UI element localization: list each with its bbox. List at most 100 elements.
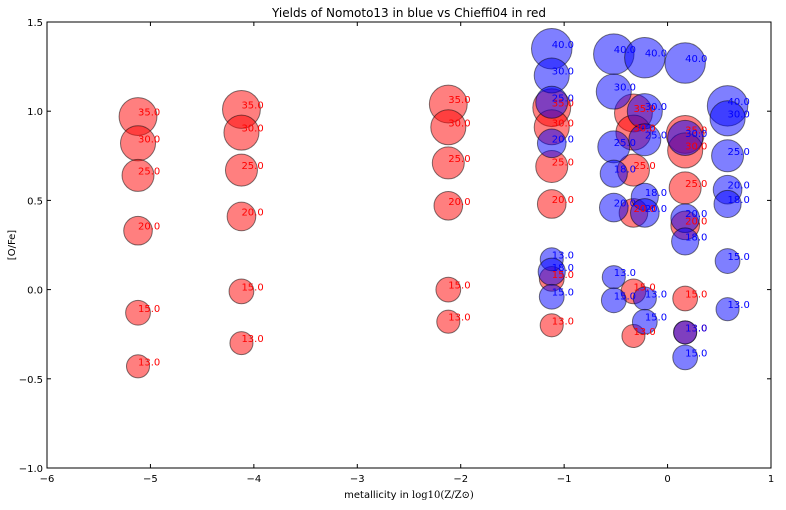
red-point-label: 30.0 bbox=[633, 124, 655, 135]
red-point-label: 25.0 bbox=[138, 166, 160, 177]
blue-point-label: 15.0 bbox=[685, 348, 707, 359]
red-point-label: 13.0 bbox=[138, 357, 160, 368]
blue-point bbox=[599, 159, 628, 188]
blue-point bbox=[624, 36, 666, 79]
y-tick-label: −1.0 bbox=[19, 464, 43, 475]
red-point-label: 20.0 bbox=[138, 222, 160, 233]
red-point-label: 15.0 bbox=[685, 290, 707, 301]
red-point-label: 13.0 bbox=[633, 327, 655, 338]
blue-point bbox=[535, 85, 569, 119]
blue-point-label: 13.0 bbox=[614, 268, 636, 279]
red-point-label: 25.0 bbox=[552, 158, 574, 169]
blue-point bbox=[714, 248, 741, 274]
blue-point-label: 15.0 bbox=[552, 288, 574, 299]
blue-point-label: 40.0 bbox=[552, 40, 574, 51]
y-axis-label: [O/Fe] bbox=[7, 230, 18, 260]
blue-point bbox=[630, 198, 660, 228]
blue-point-label: 20.0 bbox=[645, 204, 667, 215]
red-point bbox=[229, 331, 254, 356]
blue-point-label: 30.0 bbox=[645, 102, 667, 113]
blue-point bbox=[673, 320, 698, 345]
blue-point bbox=[664, 42, 706, 84]
red-point bbox=[125, 354, 151, 379]
red-point-label: 25.0 bbox=[633, 161, 655, 172]
red-point-label: 25.0 bbox=[685, 179, 707, 190]
y-tick-label: 0.0 bbox=[27, 286, 43, 297]
red-point-label: 35.0 bbox=[241, 100, 263, 111]
y-tick-label: 1.0 bbox=[27, 107, 43, 118]
red-point bbox=[536, 189, 567, 219]
x-tick-label: 0 bbox=[664, 474, 670, 485]
red-point-label: 13.0 bbox=[448, 313, 470, 324]
blue-point-label: 18.0 bbox=[552, 263, 574, 274]
red-point-label: 13.0 bbox=[685, 323, 707, 334]
blue-point bbox=[598, 192, 629, 223]
blue-point-label: 40.0 bbox=[645, 49, 667, 60]
red-point bbox=[431, 146, 465, 180]
blue-point bbox=[671, 227, 700, 256]
red-point-label: 13.0 bbox=[552, 316, 574, 327]
red-point bbox=[539, 313, 564, 338]
red-point-label: 25.0 bbox=[241, 161, 263, 172]
red-point bbox=[123, 215, 153, 246]
x-axis-label: metallicity in log10(Z/Z⊙) bbox=[344, 490, 474, 501]
blue-point-label: 30.0 bbox=[728, 109, 750, 120]
blue-point-label: 15.0 bbox=[728, 252, 750, 263]
blue-point-label: 30.0 bbox=[614, 83, 636, 94]
blue-point-label: 20.0 bbox=[614, 199, 636, 210]
x-tick-label: −2 bbox=[453, 474, 468, 485]
blue-point-label: 30.0 bbox=[685, 129, 707, 140]
red-point-label: 20.0 bbox=[685, 216, 707, 227]
red-point-label: 25.0 bbox=[448, 154, 470, 165]
red-point-label: 30.0 bbox=[138, 134, 160, 145]
blue-point-label: 40.0 bbox=[614, 45, 636, 56]
blue-point bbox=[713, 189, 742, 219]
blue-point-label: 20.0 bbox=[552, 134, 574, 145]
red-point-label: 15.0 bbox=[138, 304, 160, 315]
blue-point bbox=[600, 287, 627, 314]
points-layer: 35.030.025.020.015.013.035.030.025.020.0… bbox=[118, 28, 750, 379]
blue-point-label: 15.0 bbox=[614, 291, 636, 302]
red-point-label: 35.0 bbox=[138, 108, 160, 119]
red-point bbox=[125, 299, 151, 326]
blue-point-label: 20.0 bbox=[728, 181, 750, 192]
red-point-label: 13.0 bbox=[241, 334, 263, 345]
plot-frame bbox=[46, 21, 772, 469]
x-tick-label: −5 bbox=[143, 474, 158, 485]
blue-point-label: 40.0 bbox=[685, 54, 707, 65]
red-point-label: 20.0 bbox=[633, 204, 655, 215]
red-point-label: 15.0 bbox=[633, 282, 655, 293]
red-point-label: 30.0 bbox=[448, 118, 470, 129]
red-point bbox=[121, 158, 155, 192]
red-point bbox=[223, 114, 260, 151]
blue-point-label: 18.0 bbox=[685, 232, 707, 243]
red-point-label: 15.0 bbox=[448, 281, 470, 292]
red-point-label: 30.0 bbox=[685, 141, 707, 152]
blue-point bbox=[709, 100, 746, 137]
blue-point bbox=[595, 73, 632, 110]
red-point bbox=[430, 109, 467, 146]
blue-point-label: 18.0 bbox=[645, 188, 667, 199]
x-axis-label-math: log10(Z/Z⊙) bbox=[412, 490, 474, 501]
chart-title: Yields of Nomoto13 in blue vs Chieffi04 … bbox=[271, 6, 546, 20]
red-point bbox=[224, 153, 258, 187]
x-tick-label: −3 bbox=[350, 474, 365, 485]
blue-point-label: 40.0 bbox=[728, 97, 750, 108]
y-tick-label: 0.5 bbox=[27, 196, 43, 207]
blue-point-label: 13.0 bbox=[645, 290, 667, 301]
x-axis-label-prefix: metallicity in bbox=[344, 490, 412, 501]
blue-point-label: 15.0 bbox=[645, 313, 667, 324]
y-tick-label: −0.5 bbox=[19, 375, 43, 386]
blue-point-label: 20.0 bbox=[685, 209, 707, 220]
blue-point bbox=[667, 119, 704, 156]
red-point bbox=[226, 201, 257, 232]
red-point-label: 35.0 bbox=[685, 125, 707, 136]
red-point bbox=[672, 285, 699, 312]
red-point-label: 35.0 bbox=[552, 99, 574, 110]
blue-point bbox=[536, 128, 567, 159]
blue-point bbox=[711, 139, 745, 173]
blue-point-label: 25.0 bbox=[552, 93, 574, 104]
y-tick-label: 1.5 bbox=[27, 18, 43, 29]
red-point-label: 30.0 bbox=[552, 118, 574, 129]
